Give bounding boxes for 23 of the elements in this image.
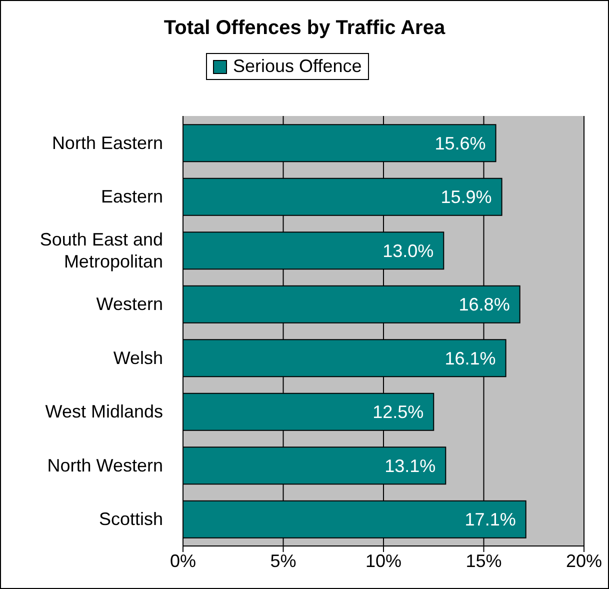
x-tick-label: 0% (170, 550, 196, 571)
chart-title: Total Offences by Traffic Area (162, 17, 446, 40)
legend-label: Serious Offence (232, 56, 362, 77)
data-label: 16.1% (444, 348, 496, 368)
data-label: 16.8% (458, 294, 510, 315)
x-tick-label: 10% (365, 550, 402, 571)
data-label: 13.0% (382, 240, 434, 261)
y-tick-label: South East and Metropolitan (40, 229, 163, 272)
data-label: 15.6% (434, 133, 486, 154)
y-tick-label: Scottish (98, 509, 163, 530)
x-tick-label: 20% (566, 550, 602, 571)
y-tick-label: Eastern (100, 186, 163, 207)
y-tick-label: West Midlands (45, 402, 163, 422)
y-tick-label: North Eastern (52, 132, 163, 153)
y-tick-label: Welsh (113, 348, 163, 368)
x-tick-label: 5% (270, 550, 296, 571)
data-label: 13.1% (384, 456, 436, 476)
data-label: 17.1% (464, 510, 516, 530)
y-tick-label: North Western (47, 455, 163, 476)
x-tick-label: 15% (466, 550, 502, 571)
data-label: 12.5% (372, 402, 424, 422)
data-label: 15.9% (440, 187, 492, 208)
y-tick-label: Western (96, 294, 163, 314)
